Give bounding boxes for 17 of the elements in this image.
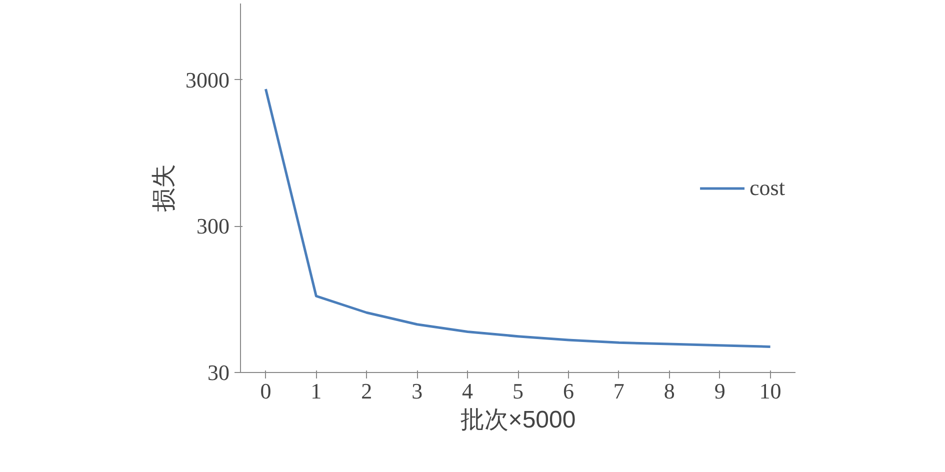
x-tick-label: 10 [759,378,782,404]
x-tick-label: 5 [512,378,524,404]
y-tick-label: 3000 [186,67,230,92]
x-tick-label: 0 [260,378,272,404]
y-tick-label: 30 [208,360,230,385]
y-tick-label: 300 [196,214,230,239]
x-tick-label: 9 [714,378,726,404]
x-tick-label: 8 [664,378,675,404]
x-tick-label: 1 [310,378,322,404]
y-axis-title: 损失 [150,164,178,212]
x-tick-label: 6 [562,378,574,404]
x-axis-title: 批次×5000 [460,406,576,434]
legend-label: cost [750,174,785,200]
x-tick-label: 3 [412,378,423,404]
x-tick-label: 2 [361,378,372,404]
x-tick-label: 7 [613,378,624,404]
x-tick-label: 4 [462,378,474,404]
